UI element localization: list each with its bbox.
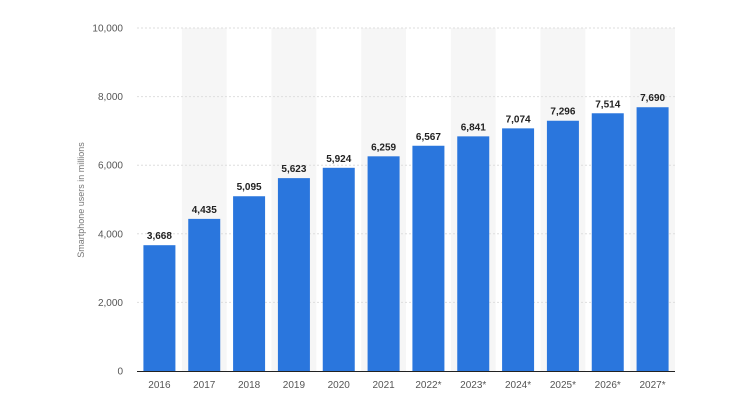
- data-label: 3,668: [147, 231, 172, 242]
- bar: [412, 145, 445, 371]
- bar: [502, 128, 535, 371]
- x-tick-label: 2016: [148, 380, 171, 391]
- y-tick-label: 2,000: [98, 298, 123, 309]
- bar: [367, 156, 400, 371]
- bar: [143, 245, 176, 371]
- bar: [591, 113, 624, 371]
- data-label: 6,841: [461, 122, 486, 133]
- data-label: 5,095: [237, 182, 262, 193]
- x-tick-label: 2018: [238, 380, 261, 391]
- x-tick-label: 2020: [328, 380, 351, 391]
- bar: [233, 196, 266, 371]
- y-tick-label: 4,000: [98, 229, 123, 240]
- y-tick-label: 8,000: [98, 92, 123, 103]
- bar: [277, 178, 310, 371]
- x-tick-label: 2017: [193, 380, 216, 391]
- bar: [457, 136, 490, 371]
- x-tick-label: 2024*: [505, 380, 531, 391]
- data-label: 6,567: [416, 132, 441, 143]
- y-tick-label: 10,000: [92, 24, 123, 35]
- value-labels: 3,668 4,435 5,095 5,623 5,924 6,259 6,567 6,841…: [147, 93, 666, 242]
- data-label: 6,259: [371, 142, 396, 153]
- x-tick-label: 2023*: [460, 380, 486, 391]
- bar: [188, 218, 221, 371]
- y-tick-label: 0: [117, 367, 123, 378]
- bar: [322, 167, 355, 371]
- bar: [636, 107, 669, 371]
- x-tick-label: 2022*: [415, 380, 441, 391]
- x-tick-label: 2021: [372, 380, 395, 391]
- data-label: 4,435: [192, 205, 217, 216]
- data-label: 7,296: [550, 107, 575, 118]
- x-tick-label: 2025*: [550, 380, 576, 391]
- data-label: 5,623: [281, 164, 306, 175]
- y-tick-label: 6,000: [98, 161, 123, 172]
- data-label: 7,074: [506, 114, 531, 125]
- data-label: 7,690: [640, 93, 665, 104]
- data-label: 7,514: [595, 99, 620, 110]
- bars: [143, 107, 669, 372]
- x-axis-ticks: 2016 2017 2018 2019 2020 2021 2022* 2023* 2024* 2…: [148, 380, 665, 391]
- x-tick-label: 2027*: [640, 380, 666, 391]
- data-label: 5,924: [326, 154, 351, 165]
- x-tick-label: 2019: [283, 380, 306, 391]
- y-axis-title: Smartphone users in millions: [76, 142, 86, 258]
- y-axis-ticks: 0 2,000 4,000 6,000 8,000 10,000: [92, 24, 123, 378]
- x-tick-label: 2026*: [595, 380, 621, 391]
- gridlines: [137, 27, 675, 303]
- bar: [546, 120, 579, 372]
